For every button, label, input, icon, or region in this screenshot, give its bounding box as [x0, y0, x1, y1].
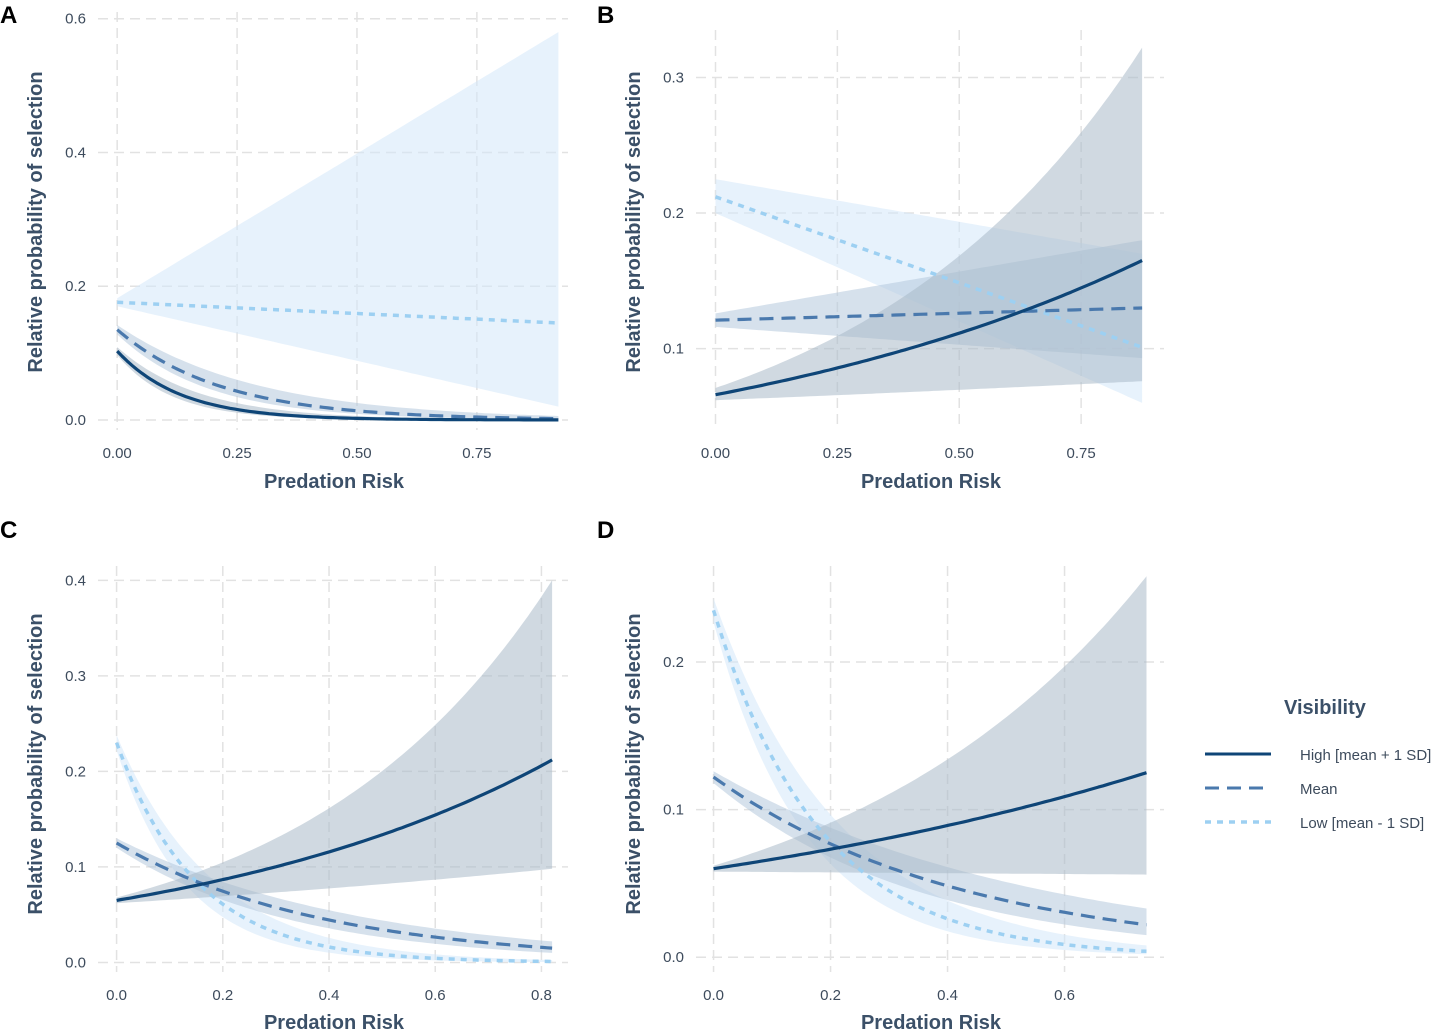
panel-c-line-low	[114, 742, 553, 964]
panel-c-x-tick-label: 0.4	[319, 987, 340, 1004]
panel-d-ribbon-high	[713, 576, 1147, 875]
panel-a-ribbon-high	[117, 347, 559, 420]
panel-a-line-low	[117, 300, 559, 325]
panel-a-y-tick-label: 0.4	[65, 144, 86, 161]
panel-b-y-tick-label: 0.1	[663, 341, 684, 358]
panel-c-ribbon-mean	[116, 838, 553, 953]
panel-a-x-tick-label: 0.75	[462, 445, 491, 462]
panel-a-ribbon-low	[117, 32, 559, 407]
panel-c-y-tick-label: 0.4	[65, 572, 86, 589]
panel-b-line-low	[714, 195, 1143, 349]
panel-d-y-tick-label: 0.2	[663, 654, 684, 671]
panel-c-x-tick-label: 0.2	[212, 987, 233, 1004]
panel-b-y-tick-label: 0.3	[663, 69, 684, 86]
legend-label-mean: Mean	[1300, 781, 1338, 798]
panel-c-y-tick-label: 0.2	[65, 763, 86, 780]
panel-c-line-mean	[115, 841, 553, 950]
panel-a-y-axis-title: Relative probability of selection	[25, 71, 47, 372]
panel-d-label: D	[597, 517, 614, 544]
panel-b-line-mean	[715, 306, 1143, 322]
panel-c-y-tick-label: 0.0	[65, 954, 86, 971]
panel-d-ribbon-mean	[713, 771, 1147, 936]
panel-c-y-tick-label: 0.1	[65, 859, 86, 876]
panel-c-x-tick-label: 0.0	[106, 987, 127, 1004]
panel-c-y-tick-label: 0.3	[65, 668, 86, 685]
panel-a-x-tick-label: 0.50	[342, 445, 371, 462]
panel-b-x-tick-label: 0.00	[701, 445, 730, 462]
panel-a-x-tick-label: 0.25	[222, 445, 251, 462]
panel-c-ribbon-high	[116, 580, 553, 904]
panel-d-x-tick-label: 0.6	[1054, 987, 1075, 1004]
panel-d-y-tick-label: 0.0	[663, 949, 684, 966]
panel-b-x-tick-label: 0.75	[1067, 445, 1096, 462]
panel-b-line-high	[715, 259, 1143, 397]
panel-d: D 0.0 0.2 0.4 0.6 0.0 0.1 0.2 Predation Risk R…	[597, 517, 1164, 1031]
panel-d-y-tick-label: 0.1	[663, 802, 684, 819]
panel-c-line-high	[116, 758, 553, 902]
panel-a-x-axis-title: Predation Risk	[264, 471, 405, 493]
panel-a-y-tick-label: 0.2	[65, 278, 86, 295]
panel-d-x-tick-label: 0.0	[703, 987, 724, 1004]
panel-a-y-tick-label: 0.0	[65, 412, 86, 429]
panel-c: C 0.0 0.2 0.4 0.6 0.8 0.0 0.1 0.2 0.3 0.4 Predati…	[0, 517, 568, 1031]
panel-b-y-tick-label: 0.2	[663, 205, 684, 222]
panel-a: A 0.00 0.25 0.50 0.75 0.0 0.2 0.4 0.6 Predation…	[0, 2, 568, 493]
panel-d-ribbon-low	[713, 598, 1147, 955]
panel-c-y-axis-title: Relative probability of selection	[25, 613, 47, 914]
panel-a-x-tick-label: 0.00	[103, 445, 132, 462]
panel-c-x-axis-title: Predation Risk	[264, 1012, 405, 1031]
legend-label-high: High [mean + 1 SD]	[1300, 747, 1431, 764]
panel-b-label: B	[597, 2, 614, 29]
panel-b-y-axis-title: Relative probability of selection	[623, 71, 645, 372]
panel-d-x-axis-title: Predation Risk	[861, 1012, 1002, 1031]
panel-d-line-low	[711, 609, 1147, 954]
panel-d-x-tick-label: 0.4	[937, 987, 958, 1004]
legend-title: Visibility	[1284, 697, 1367, 719]
panel-d-line-high	[713, 771, 1147, 871]
panel-a-label: A	[0, 2, 17, 29]
panel-b-x-axis-title: Predation Risk	[861, 471, 1002, 493]
panel-a-ribbon-mean	[117, 325, 559, 420]
panel-b: B 0.00 0.25 0.50 0.75 0.1 0.2 0.3 Predation Ri…	[597, 2, 1164, 493]
legend: Visibility High [mean + 1 SD] Mean Low […	[1205, 697, 1431, 832]
panel-c-label: C	[0, 517, 17, 544]
panel-d-y-axis-title: Relative probability of selection	[623, 613, 645, 914]
panel-c-x-tick-label: 0.8	[531, 987, 552, 1004]
panel-a-line-mean	[116, 328, 559, 421]
legend-label-low: Low [mean - 1 SD]	[1300, 815, 1424, 832]
panel-a-line-high	[116, 349, 559, 422]
panel-c-ribbon-low	[116, 735, 553, 963]
panel-d-x-tick-label: 0.2	[820, 987, 841, 1004]
panel-b-x-tick-label: 0.50	[945, 445, 974, 462]
panel-a-y-tick-label: 0.6	[65, 11, 86, 28]
panel-b-x-tick-label: 0.25	[823, 445, 852, 462]
panel-c-x-tick-label: 0.6	[425, 987, 446, 1004]
